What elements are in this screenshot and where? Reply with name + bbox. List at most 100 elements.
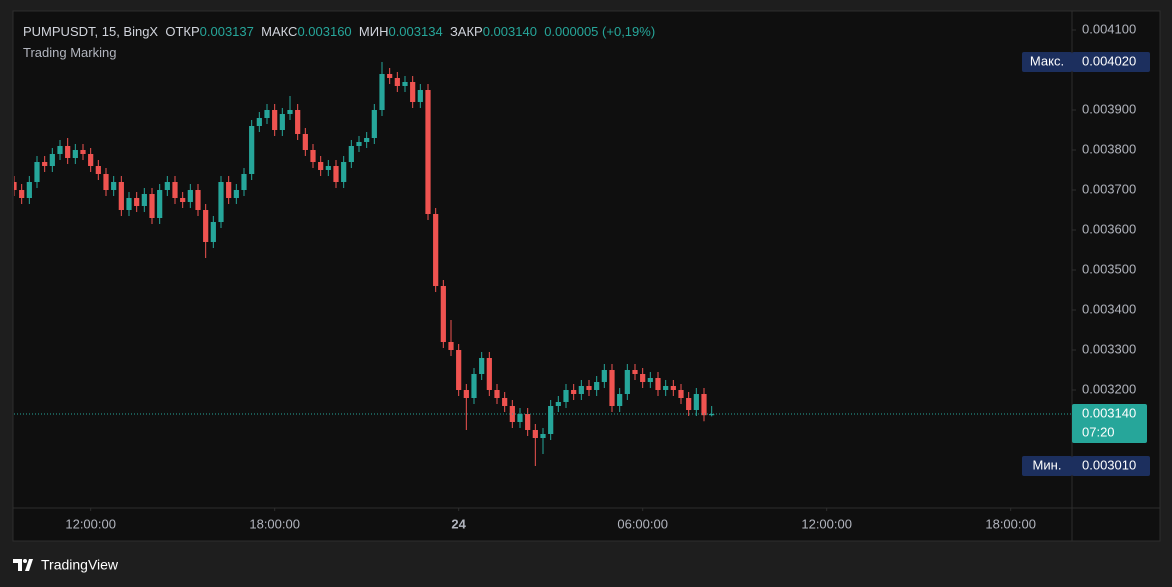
indicator: Trading Marking <box>23 45 117 60</box>
close-label: ЗАКР <box>449 24 483 39</box>
candle-body <box>448 342 454 350</box>
x-tick-label: 18:00:00 <box>985 516 1036 531</box>
candle-body <box>502 398 508 406</box>
candle-body <box>218 182 224 222</box>
candle-body <box>632 370 638 374</box>
candle-body <box>678 390 684 398</box>
candle-body <box>479 358 485 374</box>
candle-body <box>693 394 699 410</box>
candle-body <box>210 222 216 242</box>
y-tick-label: 0.003600 <box>1082 221 1136 236</box>
candle-body <box>494 390 500 398</box>
candle-body <box>456 350 462 390</box>
candle-body <box>187 190 193 202</box>
candle-body <box>57 146 63 154</box>
candle-body <box>249 126 255 174</box>
candle-body <box>180 198 186 202</box>
candle-body <box>548 406 554 434</box>
low-label: МИН <box>358 24 389 39</box>
candle-body <box>134 198 140 206</box>
candle-body <box>571 390 577 394</box>
min-value-label: 0.003010 <box>1082 457 1136 472</box>
candle-body <box>532 430 538 438</box>
candle-body <box>356 142 362 146</box>
candle-body <box>433 214 439 286</box>
candle-body <box>563 390 569 402</box>
candle-body <box>410 82 416 102</box>
candle-body <box>19 190 25 198</box>
candle-body <box>80 150 86 154</box>
candle-body <box>440 286 446 342</box>
y-tick-label: 0.003300 <box>1082 341 1136 356</box>
y-tick-label: 0.003500 <box>1082 261 1136 276</box>
high-label: МАКС <box>261 24 298 39</box>
overlay: 0.003200 0.003300 0.003400 0.003500 0.003600… <box>65 21 1150 531</box>
candle-body <box>42 162 48 166</box>
candle-body <box>241 174 247 190</box>
candle-body <box>34 162 40 182</box>
candle-body <box>26 182 32 198</box>
candle-body <box>149 194 155 218</box>
candle-body <box>49 154 55 166</box>
y-tick-label: 0.003700 <box>1082 181 1136 196</box>
candle-body <box>287 110 293 114</box>
last-price-label: 0.003140 <box>1082 405 1136 420</box>
y-tick-label: 0.003800 <box>1082 141 1136 156</box>
candle-body <box>379 74 385 110</box>
x-tick-label: 18:00:00 <box>249 516 300 531</box>
logo-dot <box>23 559 27 563</box>
candle-body <box>233 190 239 198</box>
candle-body <box>318 162 324 170</box>
min-value-box <box>1072 456 1150 476</box>
y-tick-label: 0.003200 <box>1082 381 1136 396</box>
low-value: 0.003134 <box>388 24 443 39</box>
candle-body <box>279 114 285 130</box>
countdown: 07:20 <box>1082 424 1115 439</box>
candle-body <box>348 146 354 162</box>
y-tick-label: 0.004100 <box>1082 21 1136 36</box>
symbol: PUMPUSDT, 15, BingX <box>23 24 159 39</box>
candle-body <box>172 182 178 198</box>
max-value-label: 0.004020 <box>1082 53 1136 68</box>
candle-body <box>264 110 270 118</box>
logo-icon <box>13 559 33 571</box>
brand: TradingView <box>41 557 119 573</box>
candle-body <box>272 110 278 130</box>
max-tag-box <box>1022 52 1072 72</box>
candle-body <box>555 402 561 406</box>
candle-body <box>647 378 653 382</box>
candle-body <box>164 182 170 190</box>
candle-body <box>471 374 477 398</box>
candle-body <box>586 386 592 390</box>
open-label: ОТКР <box>165 24 200 39</box>
candle-body <box>670 386 676 390</box>
candle-body <box>394 78 400 86</box>
change: 0.000005 <box>544 24 599 39</box>
open-value: 0.003137 <box>199 24 254 39</box>
candle-body <box>425 90 431 214</box>
candle-body <box>118 182 124 210</box>
candle-body <box>624 370 630 394</box>
logo: TradingView <box>13 557 119 573</box>
x-tick-label: 24 <box>451 516 466 531</box>
close-value: 0.003140 <box>482 24 537 39</box>
high-value: 0.003160 <box>297 24 352 39</box>
candle-body <box>141 194 147 206</box>
x-tick-label: 12:00:00 <box>65 516 116 531</box>
candle-body <box>103 174 109 190</box>
y-tick-label: 0.003900 <box>1082 101 1136 116</box>
last-price-box <box>1072 404 1147 443</box>
candle-body <box>402 82 408 86</box>
candle-body <box>371 110 377 138</box>
candle-body <box>72 150 78 158</box>
candle-body <box>364 138 370 142</box>
candle-body <box>310 150 316 162</box>
candle-body <box>341 162 347 182</box>
candle-body <box>686 398 692 410</box>
candle-body <box>525 414 531 430</box>
x-tick-label: 06:00:00 <box>617 516 668 531</box>
candle-body <box>578 386 584 394</box>
min-tag-label: Мин. <box>1033 457 1062 472</box>
